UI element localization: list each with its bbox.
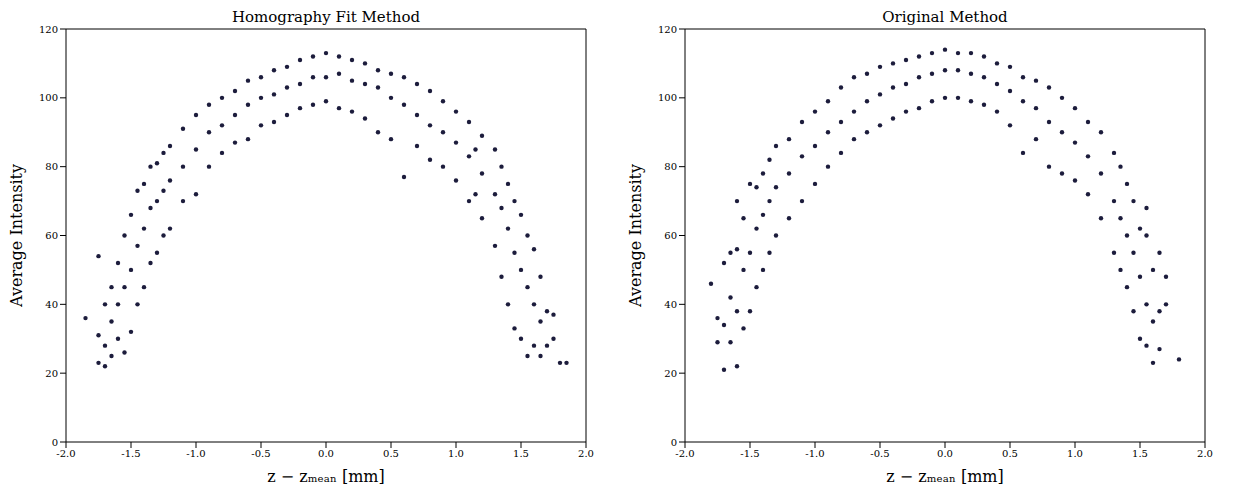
svg-text:2.0: 2.0	[578, 448, 594, 459]
svg-text:1.5: 1.5	[513, 448, 529, 459]
svg-text:80: 80	[664, 161, 677, 172]
svg-text:Average Intensity: Average Intensity	[8, 164, 26, 308]
svg-text:z − zₘₑₐₙ [mm]: z − zₘₑₐₙ [mm]	[886, 467, 1003, 486]
svg-text:0.0: 0.0	[937, 448, 953, 459]
svg-text:80: 80	[45, 161, 58, 172]
svg-text:-2.0: -2.0	[56, 448, 75, 459]
svg-text:-1.0: -1.0	[186, 448, 205, 459]
svg-text:-1.5: -1.5	[740, 448, 759, 459]
svg-text:1.0: 1.0	[448, 448, 464, 459]
svg-text:-1.5: -1.5	[121, 448, 140, 459]
svg-text:100: 100	[658, 92, 677, 103]
svg-text:40: 40	[664, 299, 677, 310]
svg-text:-1.0: -1.0	[805, 448, 824, 459]
svg-text:1.0: 1.0	[1067, 448, 1083, 459]
svg-text:0.0: 0.0	[318, 448, 334, 459]
svg-text:1.5: 1.5	[1132, 448, 1148, 459]
svg-text:120: 120	[658, 24, 677, 35]
svg-text:20: 20	[664, 368, 677, 379]
svg-text:-2.0: -2.0	[675, 448, 694, 459]
svg-text:60: 60	[664, 230, 677, 241]
svg-text:0: 0	[671, 437, 677, 448]
svg-text:0.5: 0.5	[1002, 448, 1018, 459]
svg-text:100: 100	[39, 92, 58, 103]
html-text:Original Method: Original Method	[882, 8, 1008, 26]
html-text:Homography Fit Method: Homography Fit Method	[231, 8, 421, 26]
svg-text:40: 40	[45, 299, 58, 310]
svg-text:0: 0	[52, 437, 58, 448]
svg-text:Average Intensity: Average Intensity	[627, 164, 645, 308]
svg-text:60: 60	[45, 230, 58, 241]
svg-text:-0.5: -0.5	[251, 448, 270, 459]
svg-text:-0.5: -0.5	[870, 448, 889, 459]
svg-text:2.0: 2.0	[1197, 448, 1213, 459]
svg-text:z − zₘₑₐₙ [mm]: z − zₘₑₐₙ [mm]	[267, 467, 384, 486]
svg-text:120: 120	[39, 24, 58, 35]
svg-text:0.5: 0.5	[383, 448, 399, 459]
svg-text:20: 20	[45, 368, 58, 379]
